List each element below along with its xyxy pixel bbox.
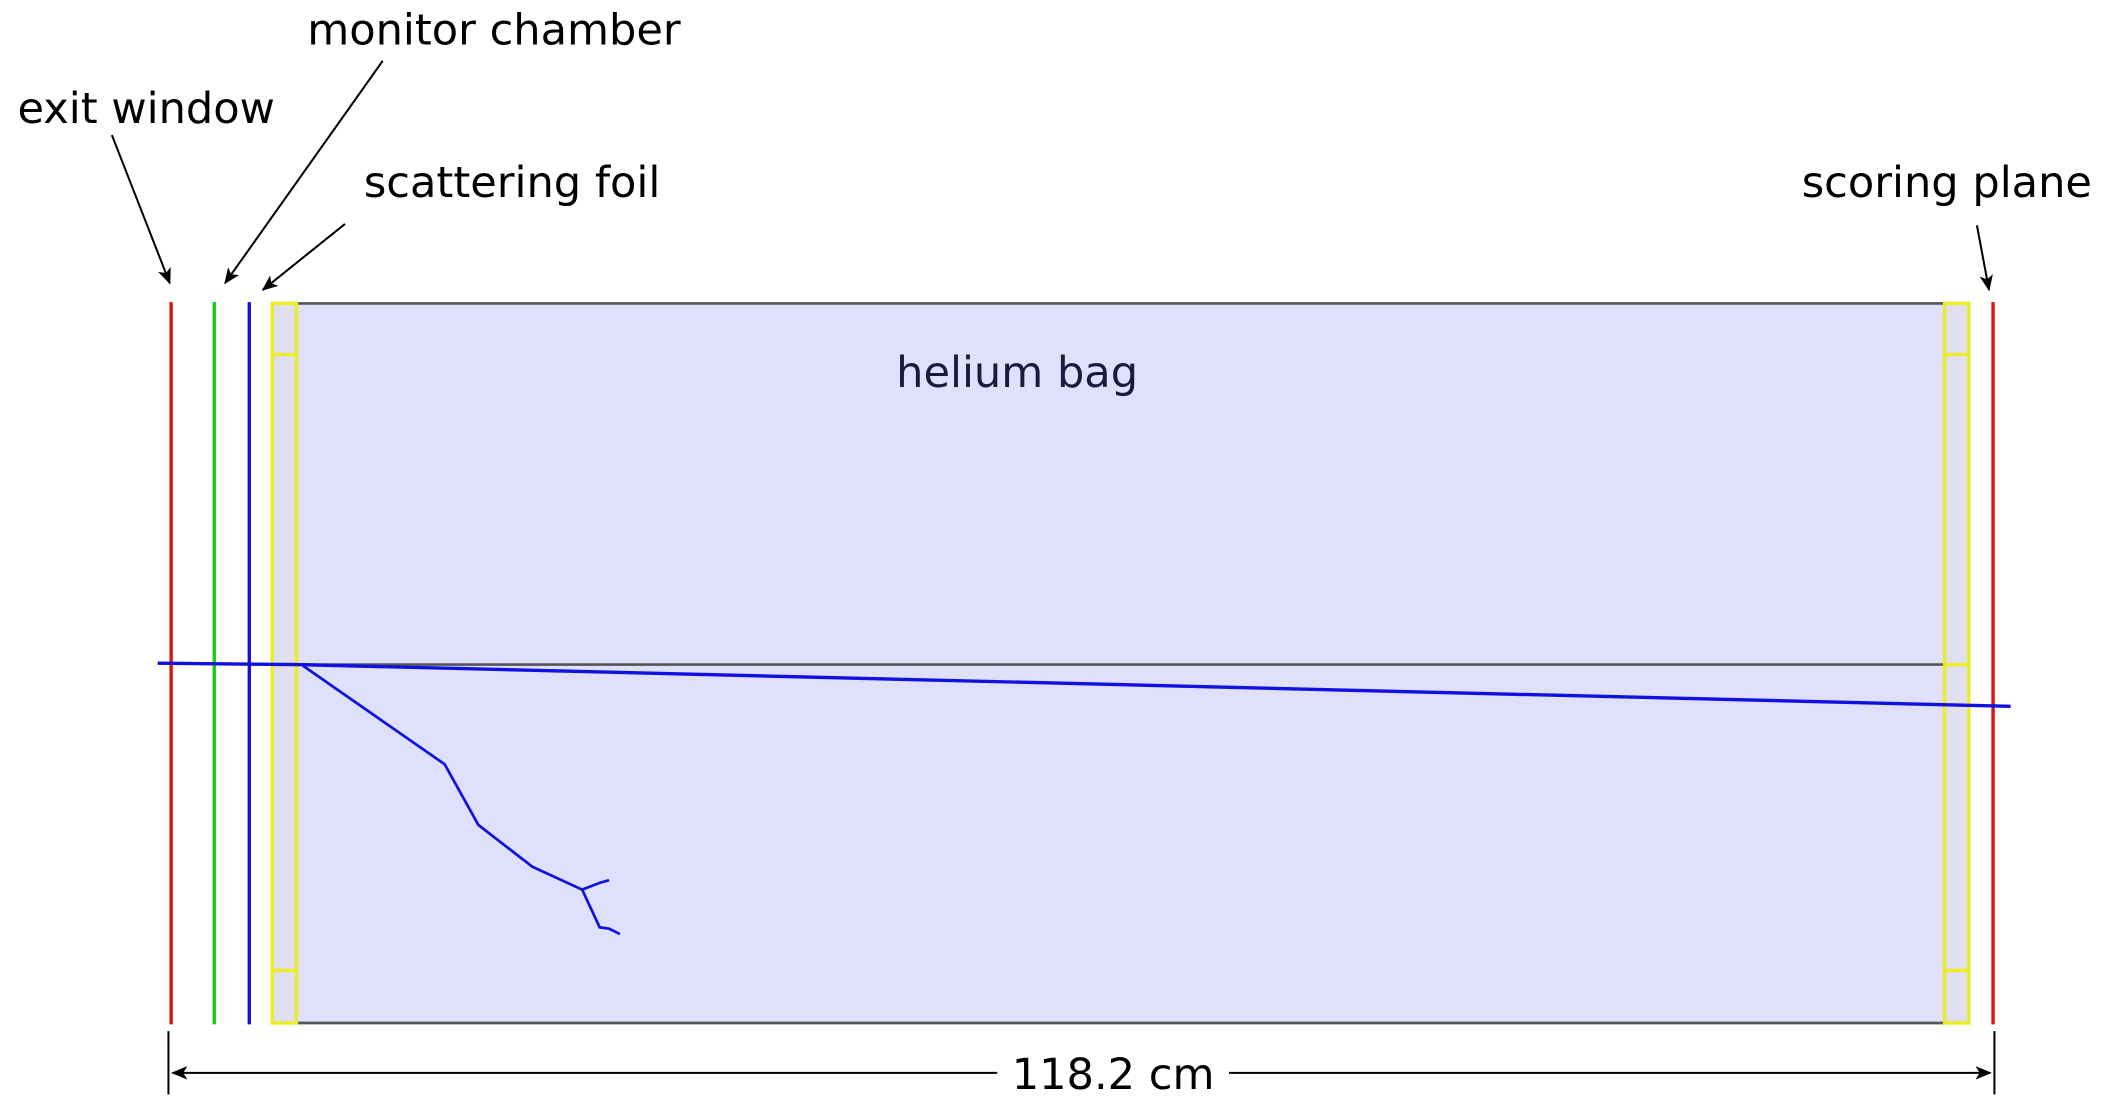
label: scoring plane xyxy=(1802,158,2092,208)
label: exit window xyxy=(18,84,275,134)
arrows xyxy=(110,60,1993,292)
label: scattering foil xyxy=(364,158,661,208)
secondary-branch xyxy=(581,878,610,891)
beam-track xyxy=(157,661,2011,709)
secondary-track xyxy=(302,664,621,936)
dimension-line xyxy=(167,1031,1996,1095)
label: monitor chamber xyxy=(307,6,681,56)
region-label: helium bag xyxy=(896,348,1138,398)
dimension-label: 118.2 cm xyxy=(1012,1050,1215,1096)
